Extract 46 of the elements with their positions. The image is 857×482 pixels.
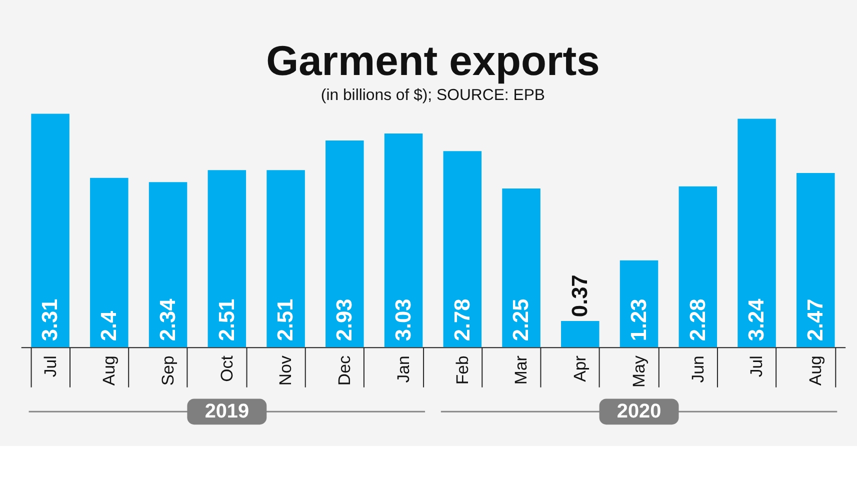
data-label: 3.24 — [744, 298, 769, 342]
x-tick-label: May — [629, 355, 648, 388]
x-tick-label: Mar — [512, 355, 531, 385]
x-tick-label: Nov — [276, 355, 296, 386]
data-label: 2.25 — [508, 298, 534, 342]
x-tick-label: Dec — [335, 356, 354, 386]
chart-subtitle: (in billions of $); SOURCE: EPB — [320, 86, 546, 104]
data-label: 2.47 — [802, 298, 828, 342]
bar — [738, 118, 776, 348]
x-tick-label: Jun — [688, 356, 708, 383]
bar — [326, 140, 364, 348]
data-label: 2.93 — [332, 298, 357, 342]
x-tick-label: Apr — [570, 355, 590, 382]
data-label: 2.4 — [96, 310, 122, 342]
text: 2020 — [616, 400, 662, 423]
chart-title: Garment exports — [266, 37, 600, 84]
data-label: 2.51 — [272, 298, 298, 342]
bar — [208, 170, 246, 348]
text: 2019 — [204, 400, 250, 423]
data-label: 2.78 — [449, 298, 474, 342]
bar — [443, 151, 482, 348]
x-tick-label: Jan — [394, 356, 413, 383]
x-tick-label: Feb — [452, 356, 472, 385]
bar — [266, 170, 305, 348]
x-tick-label: Aug — [100, 356, 119, 386]
data-label: 1.23 — [626, 298, 651, 342]
data-label: 0.37 — [567, 274, 592, 318]
data-label: 3.31 — [37, 298, 62, 342]
bar — [148, 182, 188, 348]
data-label: 2.51 — [214, 298, 239, 342]
bar — [31, 114, 70, 348]
x-tick-label: Jul — [747, 356, 766, 378]
data-label: 2.28 — [684, 298, 710, 342]
bar — [561, 321, 600, 348]
bar — [796, 172, 835, 348]
x-tick-label: Aug — [806, 356, 826, 386]
x-tick-label: Jul — [40, 356, 60, 378]
bar — [620, 260, 658, 348]
bar — [90, 178, 128, 348]
bar — [384, 134, 423, 348]
x-tick-label: Sep — [158, 356, 178, 386]
bar — [502, 188, 540, 348]
data-label: 2.34 — [154, 298, 180, 342]
data-label: 3.03 — [390, 298, 416, 342]
x-tick-label: Oct — [217, 355, 236, 382]
bar — [678, 186, 718, 348]
